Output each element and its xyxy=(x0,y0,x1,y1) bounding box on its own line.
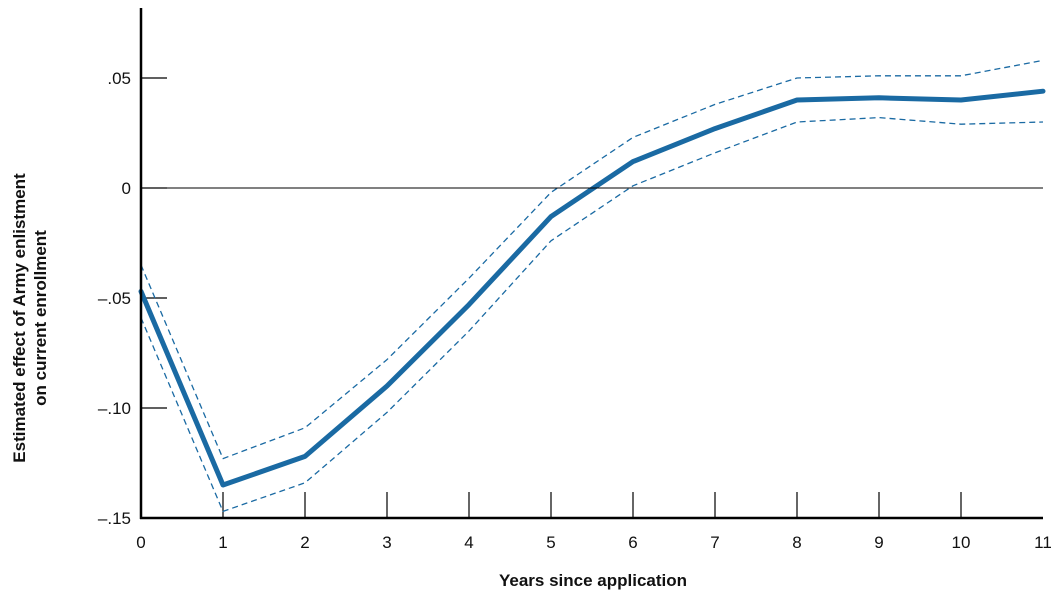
y-tick-label: .05 xyxy=(107,69,131,88)
x-tick-label: 4 xyxy=(464,533,473,552)
y-tick-label: –.05 xyxy=(98,289,131,308)
confidence-band-line xyxy=(140,59,1044,460)
y-axis-title-line-2: on current enrollment xyxy=(31,230,50,406)
y-tick-label: –.15 xyxy=(98,509,131,528)
x-tick-label: 10 xyxy=(952,533,971,552)
x-tick-label: 6 xyxy=(628,533,637,552)
y-tick-label: –.10 xyxy=(98,399,131,418)
estimate-line xyxy=(138,88,1046,488)
x-tick-label: 7 xyxy=(710,533,719,552)
x-axis-title: Years since application xyxy=(499,571,687,590)
confidence-band-line xyxy=(140,116,1044,513)
x-tick-label: 2 xyxy=(300,533,309,552)
x-tick-label: 3 xyxy=(382,533,391,552)
y-axis-title-line-1: Estimated effect of Army enlistment xyxy=(10,173,29,463)
x-tick-label: 0 xyxy=(136,533,145,552)
x-tick-label: 9 xyxy=(874,533,883,552)
x-axis: 0 1 2 3 4 5 6 7 8 9 10 11 xyxy=(136,492,1052,552)
series-layer xyxy=(138,59,1046,513)
y-axis: .05 0 –.05 –.10 –.15 xyxy=(98,69,167,528)
y-tick-label: 0 xyxy=(122,179,131,198)
x-tick-label: 8 xyxy=(792,533,801,552)
x-tick-label: 11 xyxy=(1034,533,1052,552)
x-tick-label: 1 xyxy=(218,533,227,552)
y-axis-title: Estimated effect of Army enlistment on c… xyxy=(10,173,50,463)
axes-layer xyxy=(139,8,1043,520)
x-tick-label: 5 xyxy=(546,533,555,552)
